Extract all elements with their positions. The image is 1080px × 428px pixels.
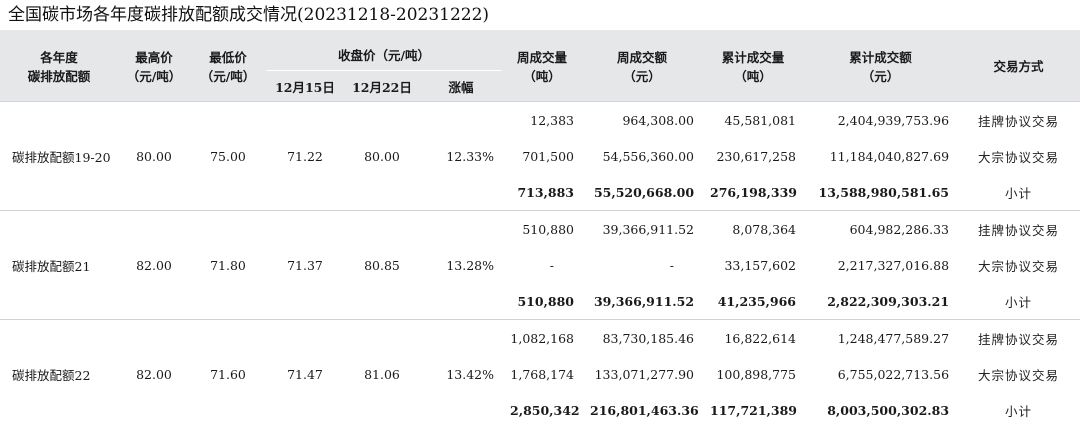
page-title: 全国碳市场各年度碳排放配额成交情况(20231218-20231222)	[0, 0, 1080, 30]
header-close-price-group: 收盘价（元/吨）	[266, 30, 502, 71]
low-price-cell: 71.80	[190, 211, 266, 320]
trade-method-cell: 小计	[957, 392, 1080, 428]
close-dec15-cell: 71.47	[266, 320, 344, 428]
weekly-volume-cell: 510,880	[502, 211, 582, 248]
trade-method-cell: 大宗协议交易	[957, 247, 1080, 283]
change-cell: 12.33%	[420, 102, 502, 211]
weekly-volume-cell: -	[502, 247, 582, 283]
weekly-turnover-cell: 83,730,185.46	[582, 320, 702, 357]
cumulative-turnover-cell: 2,822,309,303.21	[804, 283, 957, 320]
close-dec15-cell: 71.22	[266, 102, 344, 211]
cumulative-volume-cell: 230,617,258	[702, 138, 804, 174]
header-close-dec22: 12月22日	[344, 71, 420, 102]
low-price-cell: 75.00	[190, 102, 266, 211]
high-price-cell: 82.00	[118, 320, 190, 428]
carbon-trading-table: 各年度 碳排放配额 最高价 （元/吨） 最低价 （元/吨） 收盘价（元/吨） 周…	[0, 30, 1080, 428]
cumulative-volume-cell: 33,157,602	[702, 247, 804, 283]
header-high-price: 最高价 （元/吨）	[118, 30, 190, 102]
low-price-cell: 71.60	[190, 320, 266, 428]
weekly-turnover-cell: 216,801,463.36	[582, 392, 702, 428]
change-cell: 13.42%	[420, 320, 502, 428]
change-cell: 13.28%	[420, 211, 502, 320]
cumulative-turnover-cell: 11,184,040,827.69	[804, 138, 957, 174]
weekly-volume-cell: 2,850,342	[502, 392, 582, 428]
close-dec15-cell: 71.37	[266, 211, 344, 320]
table-header: 各年度 碳排放配额 最高价 （元/吨） 最低价 （元/吨） 收盘价（元/吨） 周…	[0, 30, 1080, 102]
high-price-cell: 80.00	[118, 102, 190, 211]
cumulative-turnover-cell: 2,217,327,016.88	[804, 247, 957, 283]
trade-method-cell: 挂牌协议交易	[957, 320, 1080, 357]
header-cumulative-turnover: 累计成交额 （元）	[804, 30, 957, 102]
weekly-turnover-cell: -	[582, 247, 702, 283]
cumulative-turnover-cell: 8,003,500,302.83	[804, 392, 957, 428]
close-dec22-cell: 81.06	[344, 320, 420, 428]
cumulative-volume-cell: 45,581,081	[702, 102, 804, 139]
header-low-price: 最低价 （元/吨）	[190, 30, 266, 102]
weekly-turnover-cell: 54,556,360.00	[582, 138, 702, 174]
cumulative-turnover-cell: 6,755,022,713.56	[804, 356, 957, 392]
vintage-cell: 碳排放配额19-20	[0, 102, 118, 211]
cumulative-volume-cell: 117,721,389	[702, 392, 804, 428]
weekly-volume-cell: 510,880	[502, 283, 582, 320]
table-body: 碳排放配额19-20 80.00 75.00 71.22 80.00 12.33…	[0, 102, 1080, 428]
vintage-cell: 碳排放配额21	[0, 211, 118, 320]
header-trade-method: 交易方式	[957, 30, 1080, 102]
cumulative-volume-cell: 41,235,966	[702, 283, 804, 320]
weekly-turnover-cell: 964,308.00	[582, 102, 702, 139]
cumulative-turnover-cell: 13,588,980,581.65	[804, 174, 957, 211]
header-weekly-turnover: 周成交额 （元）	[582, 30, 702, 102]
weekly-volume-cell: 1,768,174	[502, 356, 582, 392]
header-weekly-volume: 周成交量 （吨）	[502, 30, 582, 102]
trade-method-cell: 挂牌协议交易	[957, 102, 1080, 139]
cumulative-turnover-cell: 2,404,939,753.96	[804, 102, 957, 139]
close-dec22-cell: 80.85	[344, 211, 420, 320]
table-row: 碳排放配额21 82.00 71.80 71.37 80.85 13.28% 5…	[0, 211, 1080, 248]
trade-method-cell: 大宗协议交易	[957, 138, 1080, 174]
cumulative-volume-cell: 16,822,614	[702, 320, 804, 357]
cumulative-volume-cell: 100,898,775	[702, 356, 804, 392]
weekly-volume-cell: 1,082,168	[502, 320, 582, 357]
weekly-volume-cell: 713,883	[502, 174, 582, 211]
weekly-turnover-cell: 39,366,911.52	[582, 283, 702, 320]
weekly-turnover-cell: 55,520,668.00	[582, 174, 702, 211]
table-row: 碳排放配额22 82.00 71.60 71.47 81.06 13.42% 1…	[0, 320, 1080, 357]
trade-method-cell: 小计	[957, 283, 1080, 320]
header-close-dec15: 12月15日	[266, 71, 344, 102]
trade-method-cell: 大宗协议交易	[957, 356, 1080, 392]
trade-method-cell: 小计	[957, 174, 1080, 211]
close-dec22-cell: 80.00	[344, 102, 420, 211]
weekly-volume-cell: 12,383	[502, 102, 582, 139]
high-price-cell: 82.00	[118, 211, 190, 320]
cumulative-turnover-cell: 604,982,286.33	[804, 211, 957, 248]
vintage-cell: 碳排放配额22	[0, 320, 118, 428]
cumulative-turnover-cell: 1,248,477,589.27	[804, 320, 957, 357]
header-change: 涨幅	[420, 71, 502, 102]
weekly-turnover-cell: 133,071,277.90	[582, 356, 702, 392]
cumulative-volume-cell: 8,078,364	[702, 211, 804, 248]
cumulative-volume-cell: 276,198,339	[702, 174, 804, 211]
header-cumulative-volume: 累计成交量 （吨）	[702, 30, 804, 102]
weekly-volume-cell: 701,500	[502, 138, 582, 174]
header-vintage: 各年度 碳排放配额	[0, 30, 118, 102]
trade-method-cell: 挂牌协议交易	[957, 211, 1080, 248]
weekly-turnover-cell: 39,366,911.52	[582, 211, 702, 248]
table-row: 碳排放配额19-20 80.00 75.00 71.22 80.00 12.33…	[0, 102, 1080, 139]
